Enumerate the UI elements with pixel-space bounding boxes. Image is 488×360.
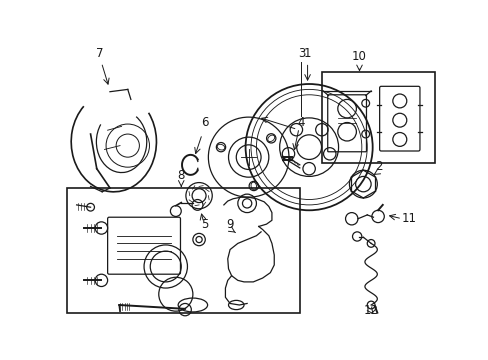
Text: 5: 5 [201,218,208,231]
Bar [322,72,434,163]
Bar [67,188,299,313]
Text: 3: 3 [297,47,305,60]
Text: 6: 6 [201,116,208,129]
Text: 4: 4 [297,116,305,129]
Text: 10: 10 [351,50,366,63]
Text: 7: 7 [96,47,103,60]
Text: 8: 8 [177,169,184,182]
Text: 9: 9 [226,218,233,231]
Text: 12: 12 [363,304,378,317]
Text: 1: 1 [303,47,311,60]
Text: 11: 11 [401,212,416,225]
Text: 2: 2 [374,160,382,173]
